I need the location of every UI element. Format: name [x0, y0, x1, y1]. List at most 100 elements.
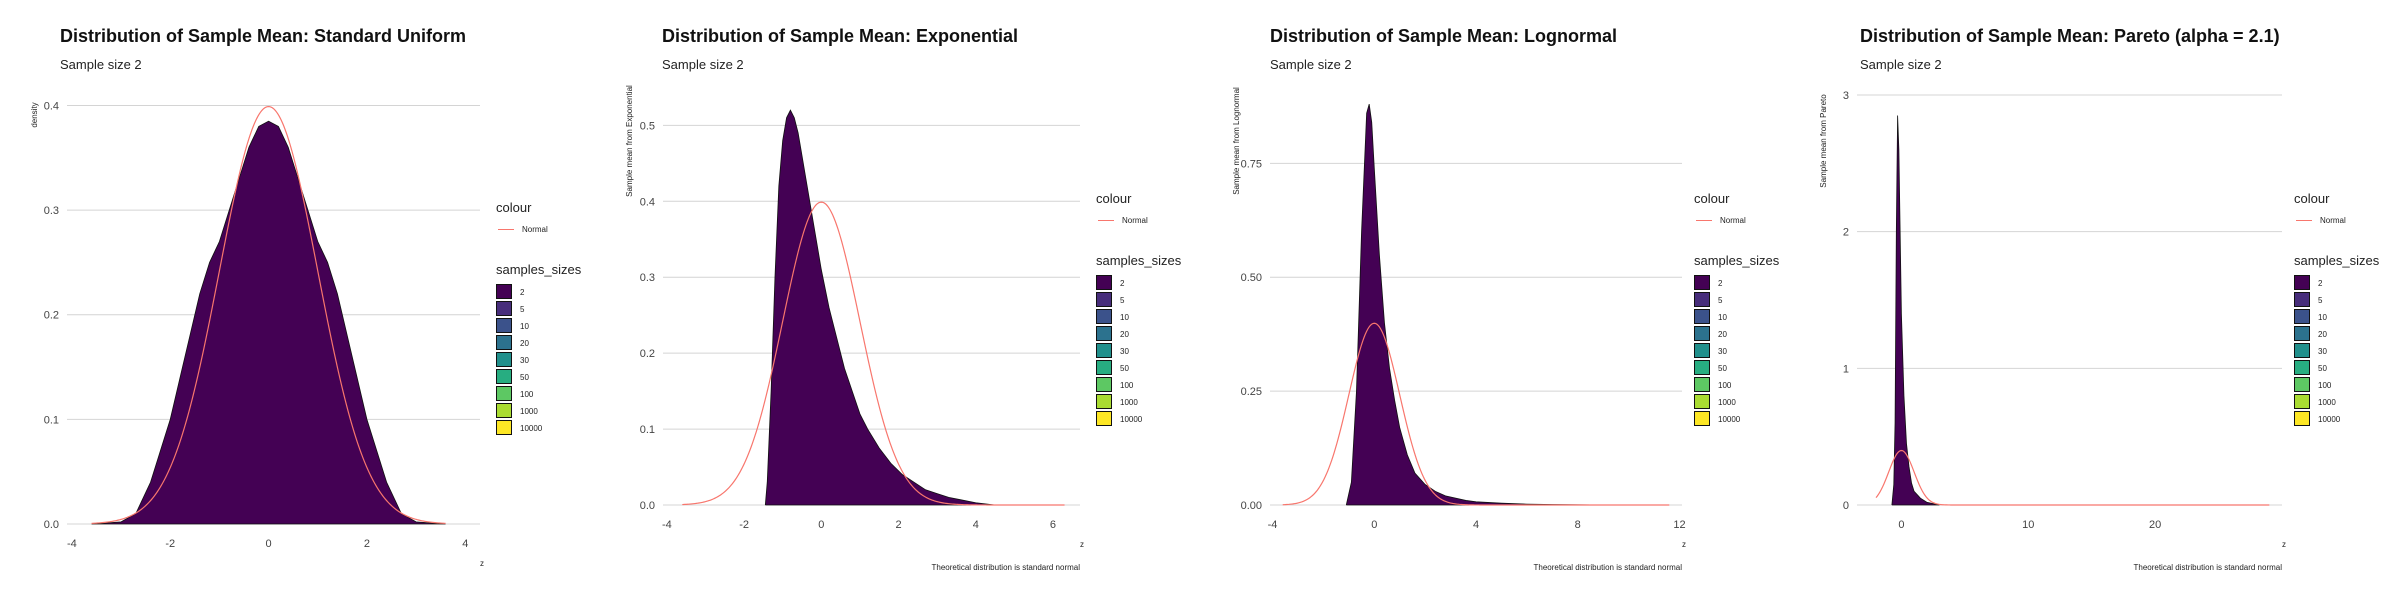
legend-label: 1000 — [2318, 398, 2336, 407]
x-tick-label: 0 — [266, 538, 272, 550]
chart-title: Distribution of Sample Mean: Lognormal — [1270, 26, 1618, 46]
legend-label: 1000 — [520, 407, 538, 416]
y-tick-label: 0.25 — [1241, 386, 1262, 398]
legend-item-size: 2 — [1096, 275, 1181, 292]
legend-item-normal: Normal — [1694, 212, 1779, 229]
legend-color-key — [2294, 360, 2310, 375]
legend-color-key — [496, 284, 512, 299]
legend-item-size: 10 — [1096, 309, 1181, 326]
legend-label: Normal — [2320, 216, 2346, 225]
chart-subtitle: Sample size 2 — [60, 57, 142, 72]
legend-label: 50 — [1120, 364, 1129, 373]
y-tick-label: 0.3 — [44, 205, 59, 217]
legend-item-size: 30 — [1694, 343, 1779, 360]
legend-item-size: 20 — [1096, 326, 1181, 343]
legend-colour-title: colour — [2294, 191, 2330, 206]
legend: colour Normal samples_sizes 2 5 10 20 30 50 100 10… — [1096, 191, 1181, 428]
y-tick-label: 0.75 — [1241, 158, 1262, 170]
y-tick-label: 0.1 — [44, 414, 59, 426]
legend-label: 5 — [1120, 296, 1125, 305]
y-tick-label: 0.2 — [44, 310, 59, 322]
legend: colour Normal samples_sizes 2 5 10 20 30 50 100 10… — [496, 200, 581, 437]
x-tick-label: -4 — [67, 538, 77, 550]
x-tick-label: 2 — [364, 538, 370, 550]
y-tick-label: 0.4 — [640, 196, 655, 208]
legend-item-size: 2 — [496, 284, 581, 301]
legend-label: 2 — [1120, 279, 1125, 288]
y-tick-label: 0.2 — [640, 348, 655, 360]
legend-item-size: 1000 — [1694, 394, 1779, 411]
legend-fill-title: samples_sizes — [1096, 253, 1182, 268]
legend-item-size: 1000 — [496, 403, 581, 420]
legend-color-key — [2294, 326, 2310, 341]
legend-label: 20 — [520, 339, 529, 348]
legend-color-key — [1694, 309, 1710, 324]
legend-item-size: 100 — [496, 386, 581, 403]
legend-label: Normal — [522, 225, 548, 234]
density-area — [764, 109, 996, 506]
x-tick-label: 4 — [1473, 519, 1479, 531]
chart-panel-lognormal: Distribution of Sample Mean: Lognormal S… — [1200, 0, 1800, 600]
legend-item-size: 100 — [1096, 377, 1181, 394]
legend-item-size: 2 — [1694, 275, 1779, 292]
legend-color-key — [1096, 292, 1112, 307]
y-axis-title: Sample mean from Pareto — [1819, 94, 1828, 188]
y-tick-label: 0 — [1843, 500, 1849, 512]
x-tick-label: 4 — [973, 519, 979, 531]
legend-label: 2 — [520, 288, 525, 297]
legend-item-size: 5 — [1694, 292, 1779, 309]
legend-label: 10000 — [1718, 415, 1741, 424]
legend-color-key — [496, 352, 512, 367]
x-axis-title: z — [480, 559, 484, 568]
legend-item-normal: Normal — [1096, 212, 1181, 229]
legend-item-size: 5 — [2294, 292, 2379, 309]
density-plot: 0.00 0.25 0.50 0.75 -4 0 4 8 12 Sample mean from … — [1232, 87, 1686, 572]
x-tick-label: -2 — [739, 519, 749, 531]
legend-item-size: 5 — [1096, 292, 1181, 309]
chart-subtitle: Sample size 2 — [1860, 57, 1942, 72]
legend-fill-title: samples_sizes — [496, 262, 582, 277]
legend-color-key — [2294, 343, 2310, 358]
legend-color-key — [496, 369, 512, 384]
legend-item-normal: Normal — [2294, 212, 2379, 229]
x-tick-label: 2 — [895, 519, 901, 531]
legend-item-size: 30 — [496, 352, 581, 369]
legend-item-size: 1000 — [1096, 394, 1181, 411]
legend-label: 100 — [2318, 381, 2332, 390]
legend-item-normal: Normal — [496, 221, 581, 238]
legend-color-key — [1096, 326, 1112, 341]
legend-label: 10 — [1120, 313, 1129, 322]
legend-label: 2 — [1718, 279, 1723, 288]
legend-color-key — [2294, 309, 2310, 324]
legend-label: 20 — [2318, 330, 2327, 339]
legend-color-key — [496, 386, 512, 401]
y-tick-label: 1 — [1843, 363, 1849, 375]
legend-item-size: 5 — [496, 301, 581, 318]
legend-item-size: 10000 — [1694, 411, 1779, 428]
x-tick-label: 0 — [1371, 519, 1377, 531]
legend-label: 30 — [1120, 347, 1129, 356]
legend-item-size: 10000 — [1096, 411, 1181, 428]
legend-item-size: 30 — [1096, 343, 1181, 360]
x-axis-caption: Theoretical distribution is standard nor… — [1533, 563, 1682, 572]
y-tick-label: 0.00 — [1241, 500, 1262, 512]
legend-label: Normal — [1122, 216, 1148, 225]
legend-color-key — [1694, 360, 1710, 375]
chart-panel-uniform: Distribution of Sample Mean: Standard Un… — [0, 0, 600, 600]
y-tick-label: 0.0 — [44, 519, 59, 531]
legend-label: 10000 — [520, 424, 543, 433]
y-tick-label: 0.1 — [640, 424, 655, 436]
legend-color-key — [1096, 394, 1112, 409]
legend-color-key — [1096, 411, 1112, 426]
legend-color-key — [1694, 326, 1710, 341]
legend-colour-title: colour — [1694, 191, 1730, 206]
legend-color-key — [1694, 275, 1710, 290]
legend-color-key — [496, 403, 512, 418]
chart-panel-exponential: Distribution of Sample Mean: Exponential… — [600, 0, 1200, 600]
legend-item-size: 100 — [2294, 377, 2379, 394]
chart-subtitle: Sample size 2 — [662, 57, 744, 72]
legend-label: 100 — [520, 390, 534, 399]
legend-label: 30 — [520, 356, 529, 365]
legend-item-size: 10000 — [2294, 411, 2379, 428]
y-tick-label: 0.50 — [1241, 272, 1262, 284]
